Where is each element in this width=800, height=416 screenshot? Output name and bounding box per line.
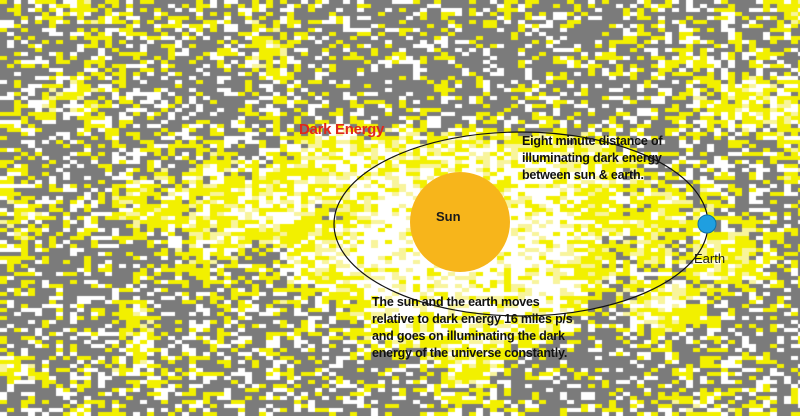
dark-energy-label: Dark Energy: [299, 121, 385, 138]
motion-note: The sun and the earth moves relative to …: [372, 294, 573, 362]
distance-note: Eight minute distance of illuminating da…: [522, 133, 663, 184]
motion-note-line: and goes on illuminating the dark: [372, 329, 565, 343]
motion-note-line: relative to dark energy 16 miles p/s: [372, 312, 573, 326]
distance-note-line: illuminating dark energy: [522, 151, 662, 165]
sun: [410, 172, 510, 272]
distance-note-line: between sun & earth.: [522, 168, 644, 182]
motion-note-line: energy of the universe constantly.: [372, 346, 568, 360]
motion-note-line: The sun and the earth moves: [372, 295, 540, 309]
earth: [697, 214, 717, 234]
distance-note-line: Eight minute distance of: [522, 134, 663, 148]
sun-label: Sun: [436, 209, 461, 224]
earth-label: Earth: [694, 251, 726, 266]
